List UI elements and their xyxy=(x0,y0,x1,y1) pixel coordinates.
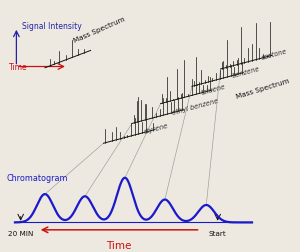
Text: Signal Intensity: Signal Intensity xyxy=(22,22,82,30)
Text: toluene: toluene xyxy=(200,83,226,96)
Text: 20 MIN: 20 MIN xyxy=(8,230,33,236)
Text: acetone: acetone xyxy=(260,48,288,61)
Text: Chromatogram: Chromatogram xyxy=(6,174,68,183)
Text: ethyl benzene: ethyl benzene xyxy=(172,97,219,115)
Text: Start: Start xyxy=(209,230,226,236)
Text: Mass Spectrum: Mass Spectrum xyxy=(72,16,126,43)
Text: styrene: styrene xyxy=(143,122,169,135)
Text: benzene: benzene xyxy=(232,65,261,78)
Text: Time: Time xyxy=(9,63,28,72)
Text: Mass Spectrum: Mass Spectrum xyxy=(235,77,290,99)
Text: Time: Time xyxy=(106,240,132,250)
